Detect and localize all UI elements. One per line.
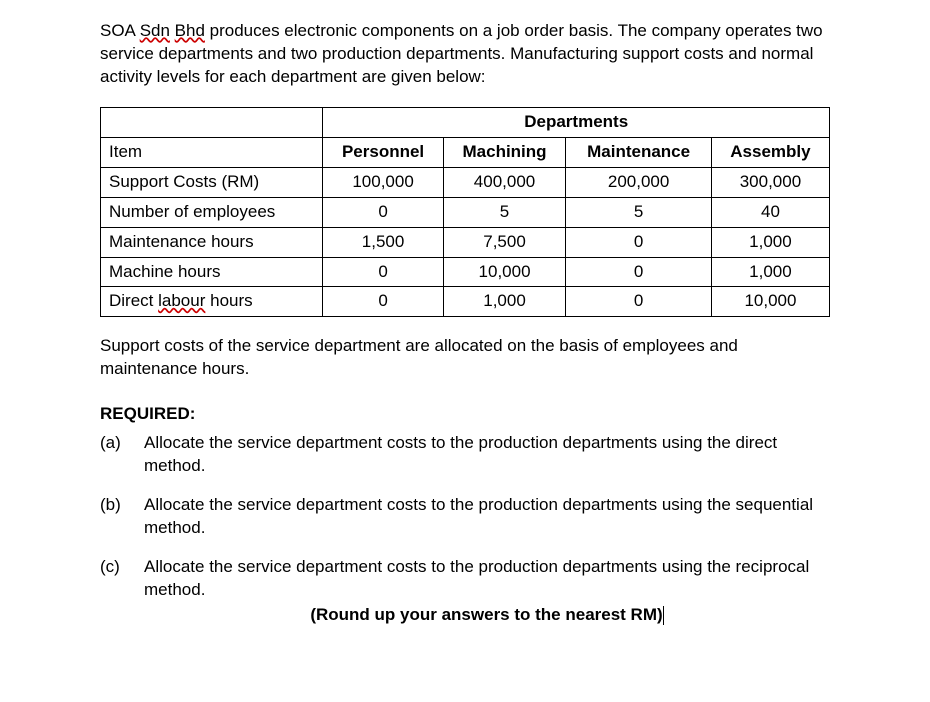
table-row: Support Costs (RM) 100,000 400,000 200,0… [101,167,830,197]
table-row: Machine hours 0 10,000 0 1,000 [101,257,830,287]
col-item: Item [101,137,323,167]
row-value: 100,000 [323,167,443,197]
req-text: Allocate the service department costs to… [144,556,830,602]
row-value: 0 [323,197,443,227]
row-value: 1,000 [443,287,566,317]
departments-header: Departments [323,107,830,137]
row-value: 5 [443,197,566,227]
req-text: Allocate the service department costs to… [144,494,830,540]
col-personnel: Personnel [323,137,443,167]
row-value: 0 [323,287,443,317]
row-value: 10,000 [711,287,829,317]
intro-wavy-2: Bhd [175,21,205,40]
intro-paragraph: SOA Sdn Bhd produces electronic componen… [100,20,830,89]
requirement-item: (b) Allocate the service department cost… [100,494,830,540]
row-value: 0 [566,257,712,287]
req-text: Allocate the service department costs to… [144,432,830,478]
col-assembly: Assembly [711,137,829,167]
table-row: Direct labour hours 0 1,000 0 10,000 [101,287,830,317]
table-row: Maintenance hours 1,500 7,500 0 1,000 [101,227,830,257]
row-value: 10,000 [443,257,566,287]
row-value: 7,500 [443,227,566,257]
text-cursor [663,606,664,625]
row-value: 1,000 [711,227,829,257]
row-label-plain: Direct [109,291,158,310]
row-label: Direct labour hours [101,287,323,317]
empty-corner [101,107,323,137]
row-value: 200,000 [566,167,712,197]
row-label-wavy: labour [158,291,205,310]
col-machining: Machining [443,137,566,167]
requirement-item: (a) Allocate the service department cost… [100,432,830,478]
row-value: 0 [323,257,443,287]
req-letter: (b) [100,494,144,540]
intro-text-2: produces electronic components on a job … [100,21,823,86]
round-note-text: (Round up your answers to the nearest RM… [310,605,662,624]
row-value: 5 [566,197,712,227]
row-label: Maintenance hours [101,227,323,257]
requirement-item: (c) Allocate the service department cost… [100,556,830,602]
intro-text-1: SOA [100,21,140,40]
required-label: REQUIRED: [100,403,830,426]
allocation-note: Support costs of the service department … [100,335,830,381]
row-label-rest: hours [205,291,252,310]
round-note: (Round up your answers to the nearest RM… [144,604,830,627]
row-value: 0 [566,227,712,257]
row-value: 400,000 [443,167,566,197]
row-value: 40 [711,197,829,227]
row-label: Support Costs (RM) [101,167,323,197]
req-letter: (c) [100,556,144,602]
row-value: 1,000 [711,257,829,287]
row-value: 1,500 [323,227,443,257]
table-row: Number of employees 0 5 5 40 [101,197,830,227]
row-value: 0 [566,287,712,317]
row-label: Machine hours [101,257,323,287]
col-maintenance: Maintenance [566,137,712,167]
row-value: 300,000 [711,167,829,197]
row-label: Number of employees [101,197,323,227]
req-letter: (a) [100,432,144,478]
departments-table: Departments Item Personnel Machining Mai… [100,107,830,318]
intro-wavy-1: Sdn [140,21,170,40]
